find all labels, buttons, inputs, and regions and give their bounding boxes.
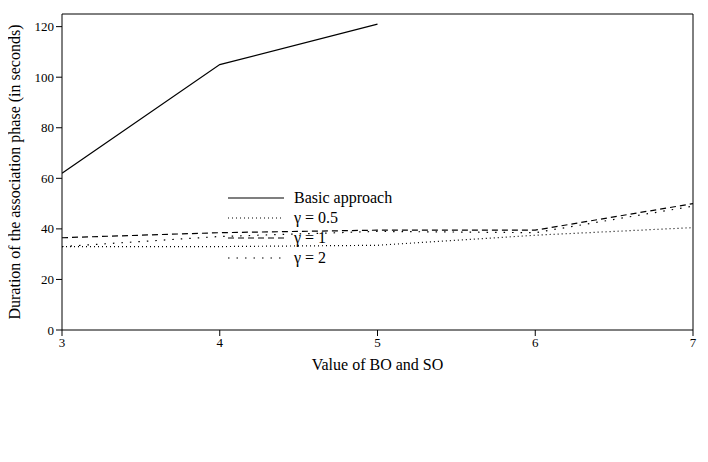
svg-text:5: 5 bbox=[374, 335, 381, 350]
svg-text:0: 0 bbox=[48, 323, 55, 338]
svg-text:4: 4 bbox=[217, 335, 224, 350]
html-text:γ = 1: γ = 1 bbox=[294, 229, 327, 246]
svg-text:60: 60 bbox=[41, 171, 54, 186]
svg-text:20: 20 bbox=[41, 272, 54, 287]
svg-text:6: 6 bbox=[532, 335, 539, 350]
svg-text:Duration of the association ph: Duration of the association phase (in se… bbox=[8, 24, 24, 319]
html-text:γ = 2: γ = 2 bbox=[294, 249, 327, 266]
html-text:Basic approach: Basic approach bbox=[294, 189, 393, 206]
html-text:γ = 0.5: γ = 0.5 bbox=[294, 209, 339, 226]
svg-text:80: 80 bbox=[41, 120, 54, 135]
svg-text:7: 7 bbox=[690, 335, 697, 350]
svg-text:120: 120 bbox=[35, 19, 55, 34]
svg-text:100: 100 bbox=[35, 70, 55, 85]
svg-text:40: 40 bbox=[41, 221, 54, 236]
svg-text:3: 3 bbox=[59, 335, 66, 350]
svg-text:Value of BO and SO: Value of BO and SO bbox=[312, 356, 444, 373]
